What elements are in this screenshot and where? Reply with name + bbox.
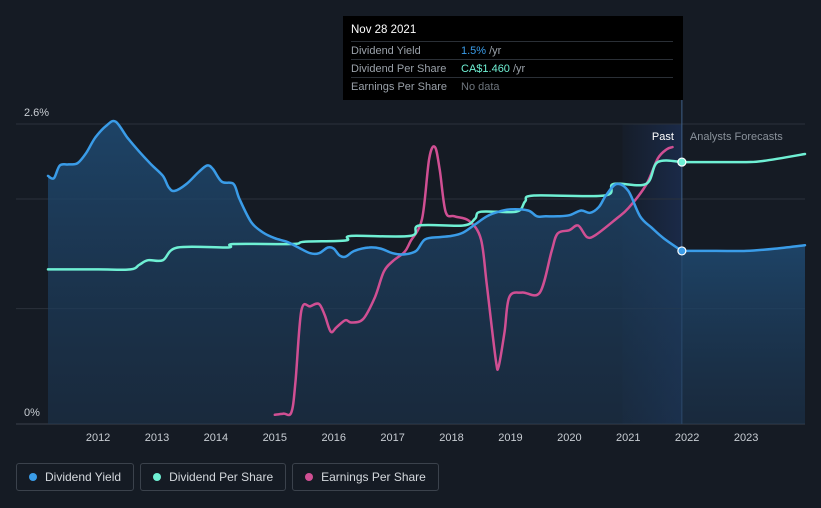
legend-dot-icon — [305, 473, 314, 481]
forecast-label: Analysts Forecasts — [690, 131, 783, 143]
x-tick-label: 2016 — [321, 432, 345, 444]
series-area-dividend-yield-forecast — [681, 245, 805, 424]
y-tick-label: 0% — [24, 407, 40, 419]
tooltip-value: CA$1.460 — [461, 62, 510, 75]
series-line-dividend-per-share — [46, 159, 684, 272]
x-tick-label: 2012 — [86, 432, 110, 444]
series-area-dividend-yield — [48, 120, 682, 425]
x-tick-label: 2022 — [675, 432, 699, 444]
legend-label: Dividend Per Share — [169, 470, 274, 484]
x-tick-label: 2015 — [263, 432, 287, 444]
x-tick-label: 2023 — [734, 432, 758, 444]
x-tick-label: 2020 — [557, 432, 581, 444]
legend-dot-icon — [29, 473, 37, 481]
tooltip-value: No data — [461, 80, 500, 93]
tooltip-unit: /yr — [489, 44, 502, 57]
current-value-marker — [677, 157, 687, 167]
legend-label: Dividend Yield — [45, 470, 122, 484]
tooltip-unit: /yr — [512, 62, 526, 75]
series-line-earnings-per-share — [273, 145, 674, 417]
past-label: Past — [652, 131, 674, 143]
tooltip-row-earnings-per-share: Earnings Per Share No data — [351, 77, 673, 95]
tooltip-date: Nov 28 2021 — [351, 24, 417, 36]
series-line-dividend-per-share-forecast — [680, 152, 807, 164]
legend-dividend-yield[interactable]: Dividend Yield — [16, 463, 135, 491]
legend-earnings-per-share[interactable]: Earnings Per Share — [292, 463, 439, 491]
tooltip-label: Earnings Per Share — [351, 80, 447, 93]
legend-dividend-per-share[interactable]: Dividend Per Share — [140, 463, 287, 491]
x-tick-label: 2013 — [145, 432, 169, 444]
x-tick-label: 2017 — [380, 432, 404, 444]
x-tick-label: 2018 — [439, 432, 463, 444]
x-tick-label: 2021 — [616, 432, 640, 444]
tooltip-row-dividend-yield: Dividend Yield 1.5% /yr — [351, 41, 673, 59]
legend-dot-icon — [153, 473, 162, 481]
tooltip-label: Dividend Per Share — [351, 62, 447, 75]
series-line-dividend-yield — [46, 119, 684, 259]
chart-legend: Dividend Yield Dividend Per Share Earnin… — [16, 463, 439, 491]
tooltip-value: 1.5% — [461, 44, 487, 57]
tooltip-label: Dividend Yield — [351, 44, 421, 57]
chart-tooltip: Nov 28 2021 Dividend Yield 1.5% /yr Divi… — [343, 16, 683, 100]
legend-label: Earnings Per Share — [321, 470, 426, 484]
series-line-dividend-yield-forecast — [680, 243, 807, 253]
current-value-marker — [677, 246, 687, 256]
x-tick-label: 2019 — [498, 432, 522, 444]
x-tick-label: 2014 — [204, 432, 228, 444]
y-tick-label: 2.6% — [24, 107, 49, 119]
tooltip-row-dividend-per-share: Dividend Per Share CA$1.460 /yr — [351, 59, 673, 77]
